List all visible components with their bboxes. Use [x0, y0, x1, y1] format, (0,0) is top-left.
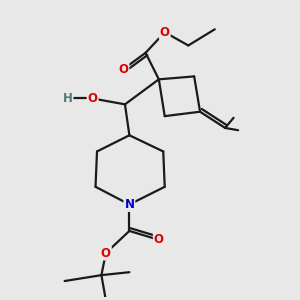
Text: O: O [154, 233, 164, 246]
Text: O: O [88, 92, 98, 105]
Text: O: O [160, 26, 170, 39]
Text: H: H [63, 92, 73, 105]
Text: O: O [118, 62, 128, 76]
Text: O: O [101, 247, 111, 260]
Text: N: N [124, 198, 134, 211]
